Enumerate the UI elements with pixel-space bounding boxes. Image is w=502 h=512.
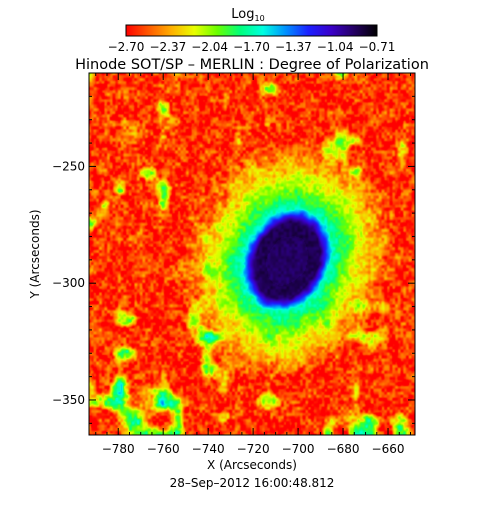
colorbar-tick-label: −0.71 — [359, 40, 396, 54]
x-tick-label: −740 — [192, 442, 225, 456]
y-tick-label: −300 — [52, 276, 85, 290]
x-tick-label: −760 — [147, 442, 180, 456]
colorbar-tick-label: −1.37 — [275, 40, 312, 54]
plot-frame — [88, 72, 416, 436]
colorbar-tick-label: −2.70 — [108, 40, 145, 54]
colorbar-ticks: −2.70 −2.37 −2.04 −1.70 −1.37 −1.04 −0.71 — [108, 40, 396, 54]
colorbar-tick-label: −2.37 — [149, 40, 186, 54]
heatmap — [89, 73, 415, 435]
colorbar-tick-label: −1.70 — [233, 40, 270, 54]
timestamp: 28–Sep–2012 16:00:48.812 — [170, 476, 335, 490]
x-tick-label: −660 — [372, 442, 405, 456]
colorbar-label: Log10 — [231, 7, 264, 23]
x-tick-label: −780 — [102, 442, 135, 456]
x-tick-label: −700 — [282, 442, 315, 456]
y-tick-label: −250 — [52, 159, 85, 173]
colorbar — [125, 24, 378, 37]
x-tick-label: −680 — [327, 442, 360, 456]
chart-title: Hinode SOT/SP – MERLIN : Degree of Polar… — [75, 57, 429, 73]
x-tick-label: −720 — [237, 442, 270, 456]
y-tick-label: −350 — [52, 393, 85, 407]
colorbar-tick-label: −1.04 — [317, 40, 354, 54]
x-axis-ticks: −780 −760 −740 −720 −700 −680 −660 — [95, 73, 412, 456]
x-axis-label: X (Arcseconds) — [207, 458, 297, 472]
colorbar-tick-label: −2.04 — [191, 40, 228, 54]
y-axis-ticks: −250 −300 −350 — [52, 72, 415, 424]
y-axis-label: Y (Arcseconds) — [28, 209, 42, 299]
